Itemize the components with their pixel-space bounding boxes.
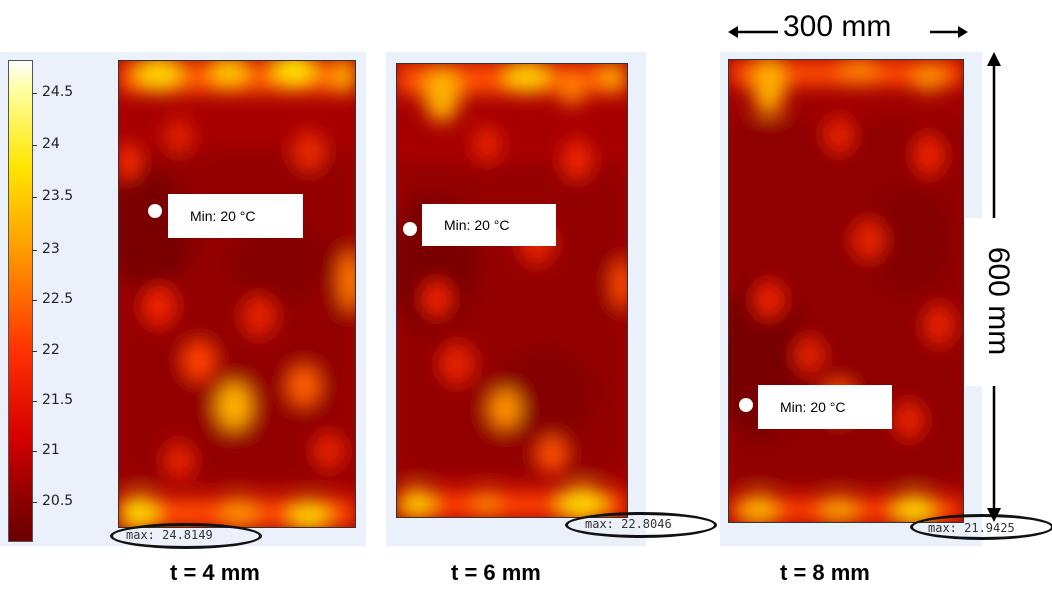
colorbar-tick-label: 24.5 [42, 84, 74, 100]
min-label-3: Min: 20 °C [758, 385, 892, 429]
min-point-marker-1 [148, 204, 162, 218]
panel-caption-3: t = 8 mm [780, 560, 870, 585]
min-point-marker-3 [739, 398, 753, 412]
height-dimension-label: 600 mm [981, 241, 1015, 361]
colorbar-tick-label: 23 [42, 241, 60, 257]
temperature-plate-t4 [118, 60, 356, 528]
colorbar-tick-label: 21.5 [42, 392, 74, 408]
colorbar-tick-label: 21 [42, 442, 60, 458]
colorbar-tick-label: 22 [42, 342, 60, 358]
temperature-plate-t6 [396, 63, 628, 518]
max-highlight-ellipse-3 [910, 514, 1052, 540]
min-point-marker-2 [403, 222, 417, 236]
temperature-plate-t8 [728, 59, 964, 523]
width-arrow-right-icon [930, 26, 968, 38]
width-arrow-left-icon [728, 26, 778, 38]
colorbar [8, 60, 33, 542]
colorbar-tick-label: 24 [42, 136, 60, 152]
panel-caption-1: t = 4 mm [170, 560, 260, 585]
width-dimension-label: 300 mm [783, 10, 892, 43]
colorbar-tick-label: 23.5 [42, 188, 74, 204]
max-highlight-ellipse-2 [565, 512, 717, 538]
max-highlight-ellipse-1 [110, 523, 262, 549]
colorbar-tick-label: 20.5 [42, 493, 74, 509]
colorbar-tick-label: 22.5 [42, 291, 74, 307]
panel-caption-2: t = 6 mm [451, 560, 541, 585]
min-label-1: Min: 20 °C [168, 194, 303, 238]
min-label-2: Min: 20 °C [422, 204, 556, 246]
